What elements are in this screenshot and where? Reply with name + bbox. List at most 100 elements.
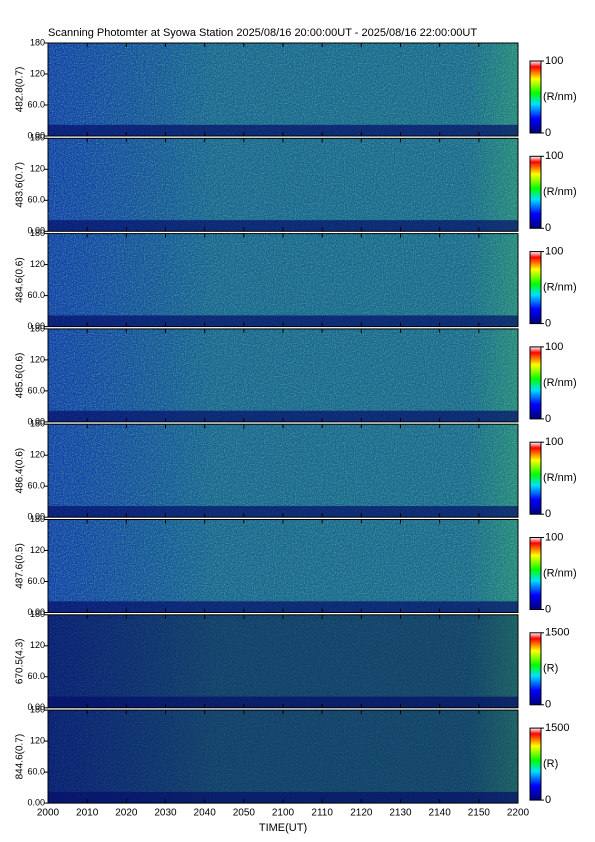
colorbar-tick-label: 0 — [545, 127, 551, 139]
chart-title: Scanning Photomter at Syowa Station 2025… — [48, 27, 477, 39]
y-tick-label: 0.00 — [27, 607, 45, 617]
colorbar-tick-label: 0 — [545, 318, 551, 330]
colorbar-label: (R/nm) — [543, 186, 577, 198]
x-tick-label: 2050 — [233, 808, 256, 819]
heatmap-low-band — [48, 220, 518, 232]
y-axis-label: 487.6(0.5) — [15, 543, 26, 589]
colorbar-tick-label: 0 — [545, 222, 551, 234]
heatmap-noise — [48, 43, 518, 136]
heatmap-noise — [48, 710, 518, 804]
y-tick-label: 0.00 — [27, 797, 45, 807]
y-tick-label: 120 — [30, 259, 45, 269]
y-tick-label: 120 — [30, 164, 45, 174]
y-axis-label: 483.6(0.7) — [15, 162, 26, 208]
heatmap-low-band — [48, 696, 518, 708]
colorbar-label: (R/nm) — [543, 472, 577, 484]
y-tick-label: 120 — [30, 354, 45, 364]
y-tick-label: 0.00 — [27, 226, 45, 236]
colorbar — [529, 537, 542, 610]
y-tick-label: 120 — [30, 68, 45, 78]
colorbar-label: (R/nm) — [543, 567, 577, 579]
colorbar-tick-label: 100 — [545, 246, 563, 258]
x-tick-label: 2110 — [311, 808, 333, 819]
x-tick-label: 2040 — [194, 808, 217, 819]
y-tick-label: 0.00 — [27, 321, 45, 331]
y-tick-label: 60.0 — [27, 766, 45, 776]
colorbar-label: (R) — [543, 758, 558, 770]
colorbar — [529, 155, 542, 229]
colorbar — [529, 727, 542, 801]
y-tick-label: 180 — [30, 419, 45, 429]
y-tick-label: 0.00 — [27, 416, 45, 426]
colorbar — [529, 632, 542, 706]
y-axis-label: 482.8(0.7) — [15, 67, 26, 113]
colorbar-tick-label: 0 — [545, 699, 551, 711]
y-axis-label: 670.5(4.3) — [15, 639, 26, 685]
y-tick-label: 120 — [30, 640, 45, 650]
x-tick-label: 2150 — [468, 808, 491, 819]
x-tick-label: 2000 — [37, 808, 60, 819]
y-axis-label: 844.6(0.7) — [15, 734, 26, 780]
heatmap-noise — [48, 233, 518, 327]
colorbar-tick-label: 100 — [545, 55, 563, 67]
heatmap-low-band — [48, 315, 518, 327]
heatmap-low-band — [48, 601, 518, 613]
x-tick-label: 2130 — [389, 808, 412, 819]
heatmap-low-band — [48, 791, 518, 804]
y-tick-label: 0.00 — [27, 512, 45, 522]
heatmap-noise — [48, 328, 518, 422]
colorbar-tick-label: 0 — [545, 413, 551, 425]
heatmap-noise — [48, 138, 518, 232]
y-tick-label: 60.0 — [27, 481, 45, 491]
colorbar — [529, 346, 542, 420]
heatmap-low-band — [48, 124, 518, 136]
y-tick-label: 180 — [30, 37, 45, 47]
y-tick-label: 180 — [30, 514, 45, 524]
y-tick-label: 60.0 — [27, 290, 45, 300]
x-tick-label: 2030 — [154, 808, 177, 819]
y-tick-label: 180 — [30, 133, 45, 143]
x-tick-label: 2120 — [350, 808, 373, 819]
y-tick-label: 0.00 — [27, 130, 45, 140]
heatmap-noise — [48, 614, 518, 708]
heatmap-noise — [48, 519, 518, 613]
colorbar-tick-label: 0 — [545, 603, 551, 615]
heatmap-low-band — [48, 410, 518, 422]
y-tick-label: 60.0 — [27, 195, 45, 205]
colorbar-tick-label: 0 — [545, 508, 551, 520]
x-tick-label: 2100 — [272, 808, 295, 819]
colorbar-label: (R/nm) — [543, 377, 577, 389]
colorbar-tick-label: 0 — [545, 794, 551, 806]
y-tick-label: 180 — [30, 704, 45, 714]
colorbar — [529, 441, 542, 515]
x-tick-label: 2010 — [76, 808, 99, 819]
y-tick-label: 120 — [30, 450, 45, 460]
colorbar — [529, 251, 542, 325]
colorbar-label: (R) — [543, 663, 558, 675]
colorbar-tick-label: 100 — [545, 436, 563, 448]
colorbar-label: (R/nm) — [543, 91, 577, 103]
y-axis-label: 484.6(0.6) — [15, 257, 26, 303]
y-tick-label: 180 — [30, 228, 45, 238]
colorbar — [529, 60, 542, 134]
colorbar-tick-label: 1500 — [545, 722, 569, 734]
y-tick-label: 120 — [30, 735, 45, 745]
x-tick-label: 2140 — [429, 808, 452, 819]
y-tick-label: 60.0 — [27, 99, 45, 109]
y-tick-label: 180 — [30, 323, 45, 333]
y-tick-label: 60.0 — [27, 671, 45, 681]
y-tick-label: 180 — [30, 609, 45, 619]
heatmap-low-band — [48, 506, 518, 518]
x-tick-label: 2200 — [507, 808, 530, 819]
colorbar-tick-label: 100 — [545, 531, 563, 543]
y-tick-label: 60.0 — [27, 576, 45, 586]
y-axis-label: 485.6(0.6) — [15, 353, 26, 399]
y-tick-label: 0.00 — [27, 702, 45, 712]
heatmap-noise — [48, 424, 518, 518]
x-tick-label: 2020 — [115, 808, 138, 819]
y-tick-label: 120 — [30, 545, 45, 555]
colorbar-label: (R/nm) — [543, 282, 577, 294]
colorbar-tick-label: 1500 — [545, 627, 569, 639]
y-tick-label: 60.0 — [27, 385, 45, 395]
colorbar-tick-label: 100 — [545, 150, 563, 162]
